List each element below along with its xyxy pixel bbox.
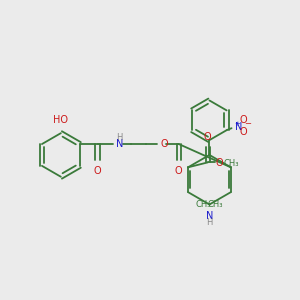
Text: CH₃: CH₃ — [196, 200, 212, 209]
Text: H: H — [206, 218, 213, 227]
Text: O: O — [94, 166, 101, 176]
Text: O: O — [216, 158, 224, 168]
Text: CH₃: CH₃ — [208, 200, 223, 209]
Text: O: O — [239, 115, 247, 125]
Text: HO: HO — [53, 115, 68, 125]
Text: O: O — [239, 127, 247, 137]
Text: N: N — [116, 139, 124, 149]
Text: −: − — [244, 119, 251, 128]
Text: N: N — [235, 122, 242, 132]
Text: +: + — [235, 121, 240, 127]
Text: H: H — [116, 133, 123, 142]
Text: O: O — [161, 139, 169, 149]
Text: O: O — [204, 132, 212, 142]
Text: CH₃: CH₃ — [224, 159, 239, 168]
Text: O: O — [175, 166, 183, 176]
Text: N: N — [206, 212, 213, 221]
